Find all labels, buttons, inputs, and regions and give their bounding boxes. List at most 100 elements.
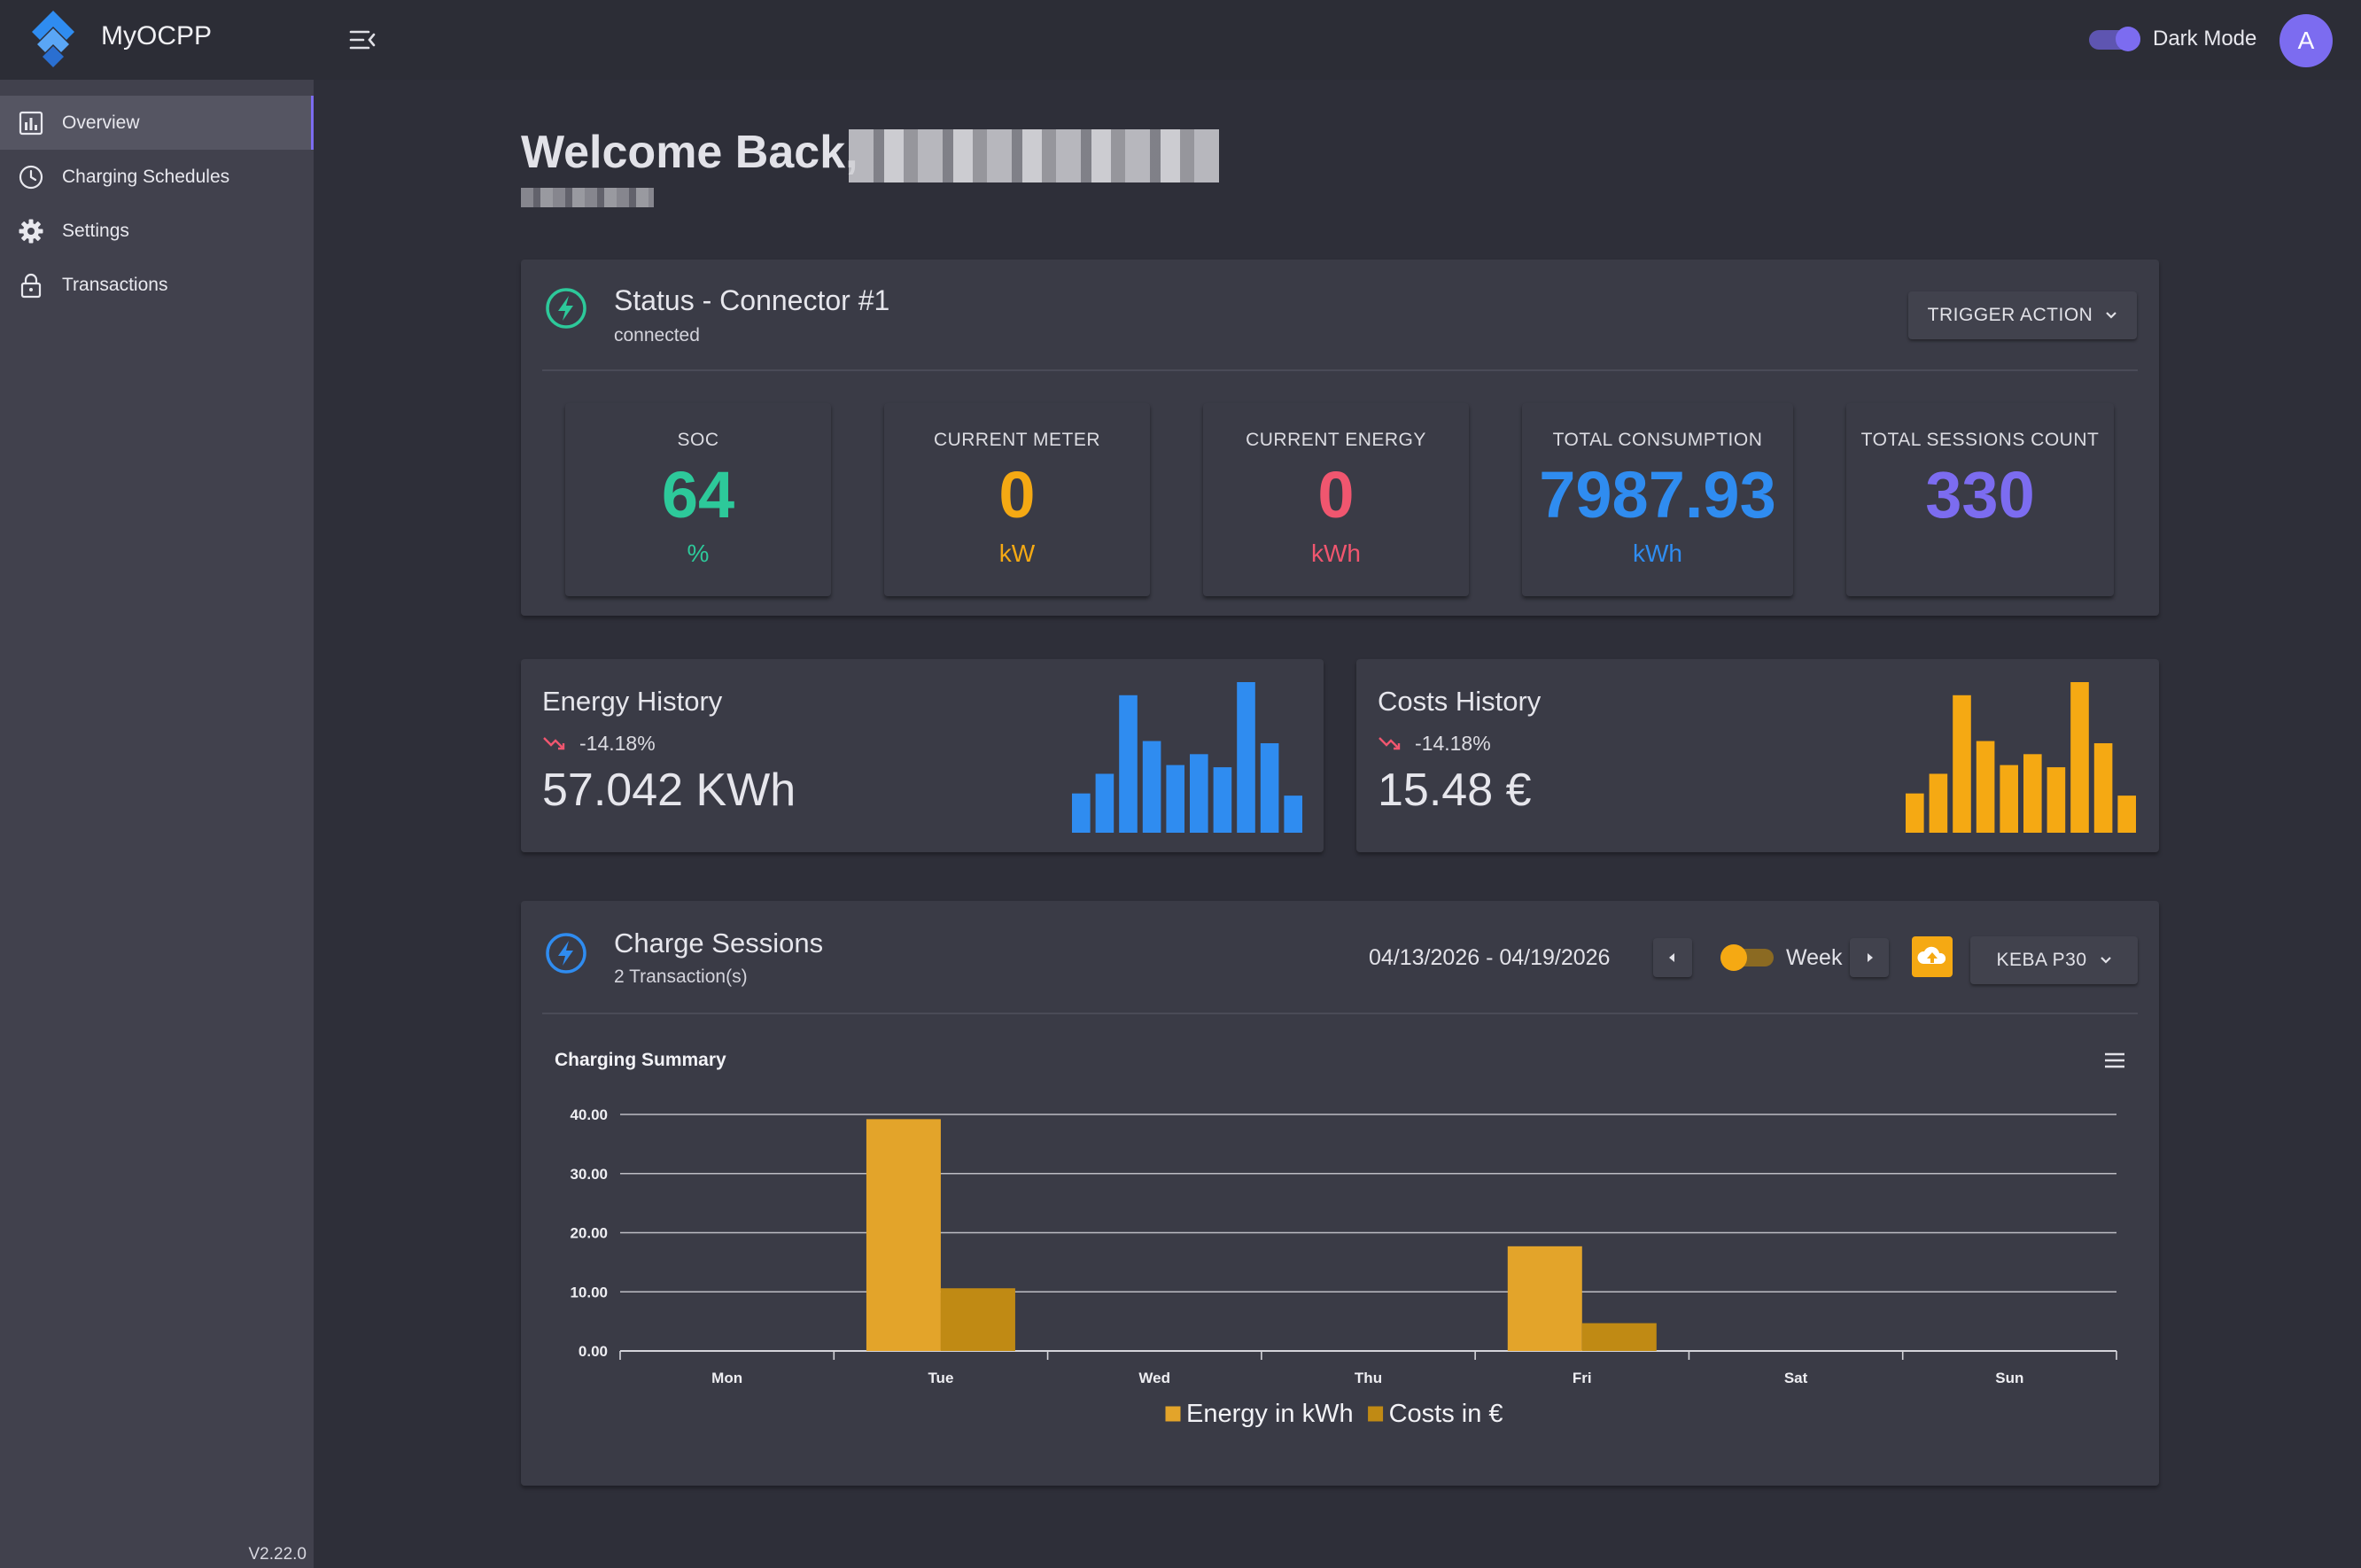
brand[interactable]: MyOCPP [0,0,314,80]
spark-bar [1119,695,1138,833]
lightning-icon [546,288,586,329]
costs-history-value: 15.48 € [1378,765,1532,816]
spark-bar [1190,754,1208,833]
spark-bar [1929,773,1948,833]
x-tick-label: Thu [1355,1370,1382,1386]
sidebar-item-label: Transactions [62,274,168,295]
device-select[interactable]: KEBA P30 [1970,936,2138,984]
costs-history-title: Costs History [1378,686,1542,717]
energy-history-title: Energy History [542,686,723,717]
x-tick-label: Mon [711,1370,742,1386]
spark-bar [1906,793,1924,833]
sidebar-item-label: Overview [62,112,140,133]
charging-summary-chart: 0.00 10.00 20.00 30.00 40.00 Mon Tue Wed Thu Fri S… [570,1106,2117,1428]
trending-down-icon [543,737,565,750]
y-tick-label: 10.00 [570,1284,608,1300]
chart-menu-icon[interactable] [2103,1052,2126,1069]
stat-value: 0 [998,458,1036,532]
caret-left-icon [1669,953,1674,962]
previous-period-button[interactable] [1653,938,1692,977]
stat-label: TOTAL SESSIONS COUNT [1860,430,2100,450]
legend-swatch [1164,1405,1182,1423]
x-tick-label: Sun [1995,1370,2023,1386]
chart-bar [1507,1246,1582,1351]
spark-bar [1237,682,1255,833]
sidebar-nav: Overview Charging Schedules Settings [0,96,314,312]
y-tick-label: 30.00 [570,1166,608,1183]
costs-history-sparkline [1906,682,2136,833]
sidebar-item-overview[interactable]: Overview [0,96,314,150]
spark-bar [1095,773,1114,833]
toggle-knob [2116,27,2140,51]
legend-label[interactable]: Costs in € [1389,1400,1503,1428]
status-title: Status - Connector #1 [614,284,890,316]
device-label: KEBA P30 [1996,950,2087,970]
chart-bar [866,1119,941,1351]
lightning-icon [546,933,586,974]
transaction-count: 2 Transaction(s) [614,966,748,987]
app-name: MyOCPP [101,21,213,50]
stat-total-sessions-count: TOTAL SESSIONS COUNT 330 [1846,403,2114,596]
stat-unit: % [687,539,710,567]
welcome-greeting: Welcome Back, [521,127,858,178]
chart-bar [1581,1323,1657,1351]
sidebar-item-charging-schedules[interactable]: Charging Schedules [0,150,314,204]
legend-swatch [1367,1405,1385,1423]
date-range[interactable]: 04/13/2026 - 04/19/2026 [1369,945,1611,970]
topbar: Dark Mode A [314,0,2361,80]
week-toggle[interactable] [1720,943,1774,971]
trending-down-icon [1379,737,1401,750]
sidebar-item-settings[interactable]: Settings [0,204,314,258]
spark-bar [1166,765,1184,833]
sidebar: MyOCPP Overview Charging Schedules [0,0,314,1568]
dark-mode-toggle[interactable] [2089,25,2140,51]
costs-history-trend: -14.18% [1378,732,1491,756]
menu-collapse-icon[interactable] [347,27,377,53]
charge-sessions-card: Charge Sessions 2 Transaction(s) 04/13/2… [521,901,2159,1486]
spark-bar [2070,682,2089,833]
sidebar-item-label: Settings [62,220,129,241]
redacted-user-name [849,129,1219,182]
myocpp-logo-icon [32,11,74,67]
stat-value: 330 [1925,458,2035,532]
x-tick-label: Tue [928,1370,953,1386]
y-tick-label: 20.00 [570,1225,608,1242]
spark-bar [1142,741,1161,833]
charge-sessions-title: Charge Sessions [614,928,824,959]
sidebar-item-label: Charging Schedules [62,166,230,187]
stat-value: 0 [1317,458,1355,532]
energy-history-trend: -14.18% [542,732,656,756]
stat-unit: kWh [1311,539,1361,567]
x-tick-label: Wed [1138,1370,1170,1386]
x-tick-label: Sat [1784,1370,1808,1386]
clock-icon [19,165,43,190]
lock-icon [20,273,42,299]
redacted-user-subtitle [521,188,654,207]
period-label: Week [1786,945,1843,970]
sidebar-item-transactions[interactable]: Transactions [0,258,314,312]
sessions-divider [542,1013,2138,1014]
energy-history-sparkline [1072,682,1302,833]
toggle-knob [1720,944,1747,971]
stat-soc: SOC 64 % [565,403,831,596]
y-tick-label: 0.00 [579,1343,608,1360]
energy-history-card: Energy History -14.18% 57.042 KWh [521,659,1324,852]
app-version: V2.22.0 [248,1545,307,1564]
gear-icon [19,219,43,244]
stat-label: SOC [677,430,719,450]
trigger-action-button[interactable]: TRIGGER ACTION [1908,291,2137,339]
stat-current-meter: CURRENT METER 0 kW [884,403,1150,596]
trend-value: -14.18% [1415,732,1491,755]
avatar[interactable]: A [2279,14,2333,67]
status-state: connected [614,325,700,345]
upload-button[interactable] [1912,936,1953,977]
legend-label[interactable]: Energy in kWh [1186,1400,1354,1428]
spark-bar [2117,796,2136,833]
chart-bar [940,1288,1015,1351]
spark-bar [2046,767,2066,833]
stat-current-energy: CURRENT ENERGY 0 kWh [1203,403,1469,596]
spark-bar [1072,793,1091,833]
next-period-button[interactable] [1850,938,1889,977]
costs-history-card: Costs History -14.18% 15.48 € [1356,659,2159,852]
spark-bar [2093,742,2113,833]
